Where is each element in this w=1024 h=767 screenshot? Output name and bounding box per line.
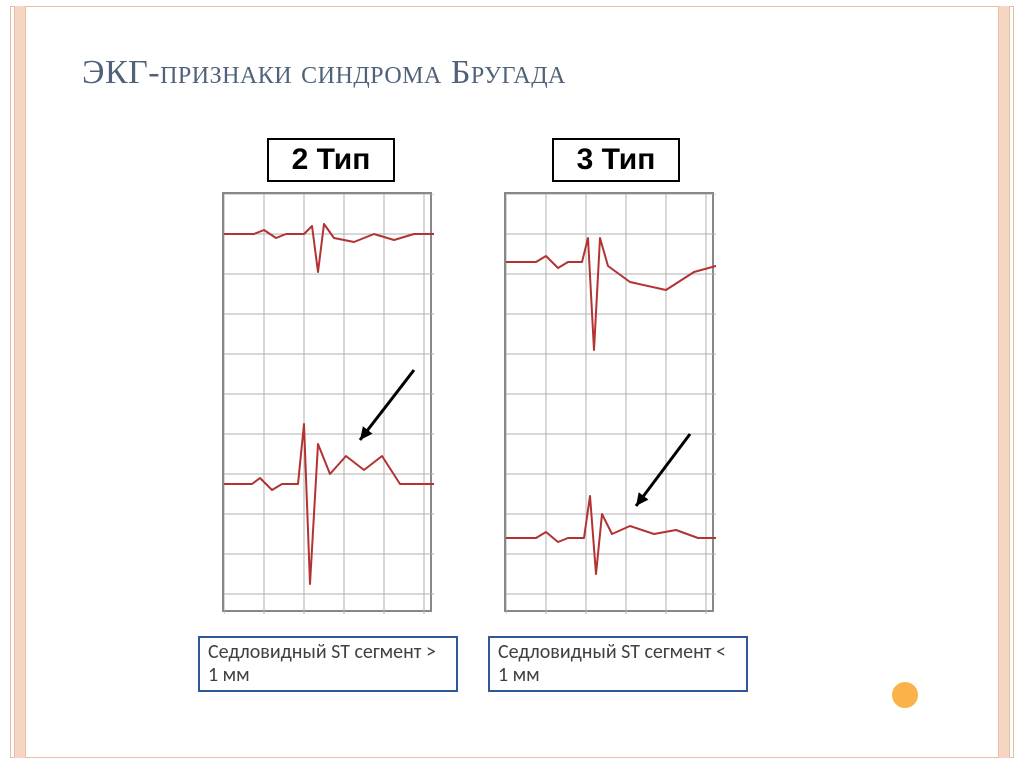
slide-title: ЭКГ-признаки синдрома Бругада bbox=[82, 54, 566, 92]
type3-label: 3 Тип bbox=[552, 138, 680, 182]
type2-label: 2 Тип bbox=[267, 138, 395, 182]
type3-ecg bbox=[504, 192, 714, 612]
type3-caption: Седловидный ST сегмент < 1 мм bbox=[488, 636, 748, 692]
type2-svg bbox=[224, 194, 434, 614]
slide-border-right bbox=[998, 6, 1010, 758]
content-area: 2 Тип Седловидный ST сегмент > 1 мм 3 Ти… bbox=[82, 136, 962, 736]
type2-caption: Седловидный ST сегмент > 1 мм bbox=[198, 636, 458, 692]
type3-svg bbox=[506, 194, 716, 614]
type2-ecg bbox=[222, 192, 432, 612]
slide-border-left bbox=[14, 6, 26, 758]
slide-frame: ЭКГ-признаки синдрома Бругада 2 Тип Седл… bbox=[10, 6, 1014, 761]
